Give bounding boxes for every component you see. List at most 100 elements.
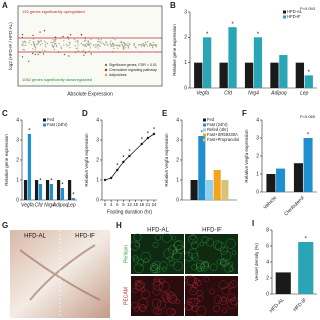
down-note: 1082 genes significantly downregulated	[22, 77, 92, 82]
ma-point	[90, 38, 92, 40]
ma-point	[69, 42, 71, 44]
legend-dot	[104, 63, 108, 67]
bar	[219, 62, 228, 88]
y-tick-label: 3	[184, 9, 187, 15]
panel-label: E	[162, 109, 168, 118]
line	[104, 133, 155, 181]
ma-point	[45, 41, 47, 44]
cell	[188, 248, 198, 259]
legend-text: Fast (24hr)	[47, 122, 68, 127]
bar	[279, 55, 288, 88]
significance: *	[122, 156, 125, 162]
ma-point	[119, 44, 121, 46]
significance: *	[28, 129, 31, 135]
ma-point	[142, 44, 145, 46]
cell	[220, 246, 228, 255]
ma-point	[113, 44, 116, 46]
bar	[276, 168, 286, 192]
cell	[153, 278, 161, 287]
cell	[151, 264, 160, 273]
ma-point	[143, 45, 146, 48]
ma-point	[104, 44, 106, 46]
y-tick-label: 2	[96, 157, 99, 163]
ma-point	[25, 44, 27, 47]
x-tick-label: 3	[110, 202, 113, 207]
cell	[152, 260, 161, 269]
y-tick-label: 0	[184, 85, 187, 91]
y-tick-label: 3	[256, 135, 259, 141]
ma-point	[54, 36, 57, 38]
y-tick-label: 2	[266, 275, 269, 281]
ma-point	[100, 42, 103, 44]
y-tick-label: 1	[176, 177, 179, 183]
cell	[141, 290, 150, 299]
ma-point	[110, 40, 112, 42]
x-tick-label: 21	[146, 202, 151, 207]
bar	[205, 180, 214, 200]
x-axis-label: Fasting duration (hr)	[107, 209, 152, 215]
y-tick-label: 4	[176, 117, 179, 123]
ma-point	[43, 40, 46, 42]
cell	[138, 298, 148, 309]
x-tick-label: Clenbuterol	[283, 195, 305, 217]
ma-point	[32, 48, 34, 50]
ma-point	[53, 48, 56, 51]
ma-point	[22, 42, 24, 44]
ma-point	[151, 44, 154, 47]
ma-point	[149, 44, 151, 46]
bar	[203, 37, 212, 88]
cell	[197, 295, 204, 302]
y-tick-label: 2	[16, 157, 19, 163]
cell	[203, 276, 210, 283]
x-tick-label: 0	[104, 202, 107, 207]
cell	[134, 241, 141, 248]
ma-point	[88, 43, 90, 45]
cell	[213, 305, 221, 313]
cell	[213, 240, 223, 250]
ma-point	[52, 41, 55, 43]
ma-point	[85, 45, 87, 48]
cell	[231, 250, 237, 255]
cell	[131, 301, 139, 309]
cell	[227, 293, 236, 302]
ma-point	[135, 47, 137, 49]
annotation: P=0.069	[300, 114, 316, 119]
ma-point	[118, 44, 120, 47]
bar	[213, 170, 221, 200]
ma-point	[43, 29, 46, 32]
ma-point	[141, 46, 143, 48]
ma-point	[44, 46, 47, 48]
point	[122, 160, 125, 164]
ma-point	[32, 34, 34, 37]
cell	[135, 280, 145, 290]
ma-point	[97, 47, 99, 49]
x-tick-label: Lep	[67, 202, 76, 208]
ma-point	[96, 45, 98, 47]
ma-point	[90, 53, 93, 55]
ma-point	[116, 47, 119, 49]
cell	[133, 306, 140, 312]
x-tick-label: Nrg4	[248, 90, 259, 96]
x-tick-label: Lep	[300, 90, 309, 96]
significance: *	[308, 70, 311, 76]
cell	[172, 249, 178, 255]
ma-point	[127, 42, 129, 44]
row-label: Perilipin	[123, 245, 129, 263]
legend-text: Fast (24hr)	[207, 122, 228, 127]
ma-point	[24, 41, 27, 43]
x-tick-label: Cfd	[35, 202, 43, 208]
legend-text: Adipokines	[109, 73, 127, 77]
x-tick-label: Vegfa	[21, 202, 34, 208]
panel-label: F	[242, 109, 247, 118]
ma-point	[146, 45, 149, 47]
ma-point	[51, 44, 53, 46]
significance: *	[147, 132, 150, 138]
column-label: HFD-IF	[202, 228, 222, 234]
micrograph	[185, 276, 238, 316]
significance: *	[201, 131, 204, 137]
ma-point	[66, 45, 69, 47]
cell	[154, 234, 162, 241]
cell	[200, 262, 209, 272]
ma-point	[21, 56, 24, 58]
